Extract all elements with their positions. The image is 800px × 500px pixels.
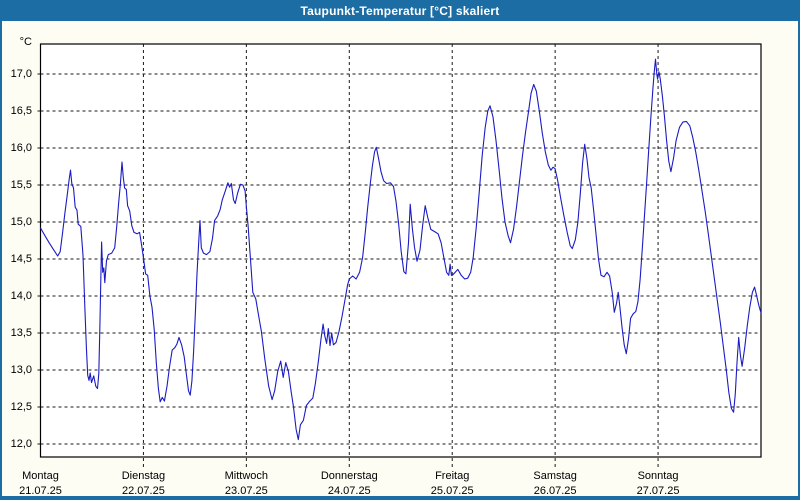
y-axis-tick-label: 12,5 [10, 401, 32, 413]
y-axis-tick-label: 17,0 [10, 68, 32, 80]
x-axis-day-label: Montag [22, 470, 59, 482]
plot-border [39, 43, 762, 458]
x-axis-day-label: Sonntag [637, 470, 679, 482]
x-axis-date-label: 26.07.25 [533, 485, 577, 497]
x-axis-date-label: 25.07.25 [430, 485, 474, 497]
y-axis-tick-label: 14,0 [10, 290, 32, 302]
y-axis-tick-label: 12,0 [10, 438, 32, 450]
y-axis-tick-label: 13,5 [10, 327, 32, 339]
y-axis-unit-label: °C [19, 36, 32, 48]
x-axis-date-label: 21.07.25 [19, 485, 62, 497]
y-axis-tick-label: 14,5 [10, 253, 32, 265]
dewpoint-temperature-line [39, 58, 762, 441]
y-axis-tick-label: 15,0 [10, 216, 32, 228]
x-axis-day-label: Dienstag [121, 470, 166, 482]
x-axis-day-label: Donnerstag [320, 470, 378, 482]
chart-area: 17,0 16,5 16,0 15,5 15,0 14,5 14,0 13,5 13,0 12,5… [0, 21, 800, 498]
x-axis-day-label: Mittwoch [224, 470, 269, 482]
x-axis-date-label: 24.07.25 [327, 485, 371, 497]
title-bar[interactable]: Taupunkt-Temperatur [°C] skaliert [0, 0, 800, 21]
y-axis-tick-label: 13,0 [10, 364, 32, 376]
y-axis-tick-label: 16,0 [10, 142, 32, 154]
x-axis-date-label: 22.07.25 [122, 485, 165, 497]
y-axis-tick-label: 15,5 [10, 179, 32, 191]
chart-canvas [37, 43, 762, 467]
x-axis-date-label: 27.07.25 [636, 485, 680, 497]
x-axis-day-label: Freitag [435, 470, 470, 482]
y-axis-tick-label: 16,5 [10, 105, 32, 117]
window-title: Taupunkt-Temperatur [°C] skaliert [300, 3, 500, 18]
x-axis-day-label: Samstag [533, 470, 577, 482]
x-axis-date-label: 23.07.25 [224, 485, 268, 497]
